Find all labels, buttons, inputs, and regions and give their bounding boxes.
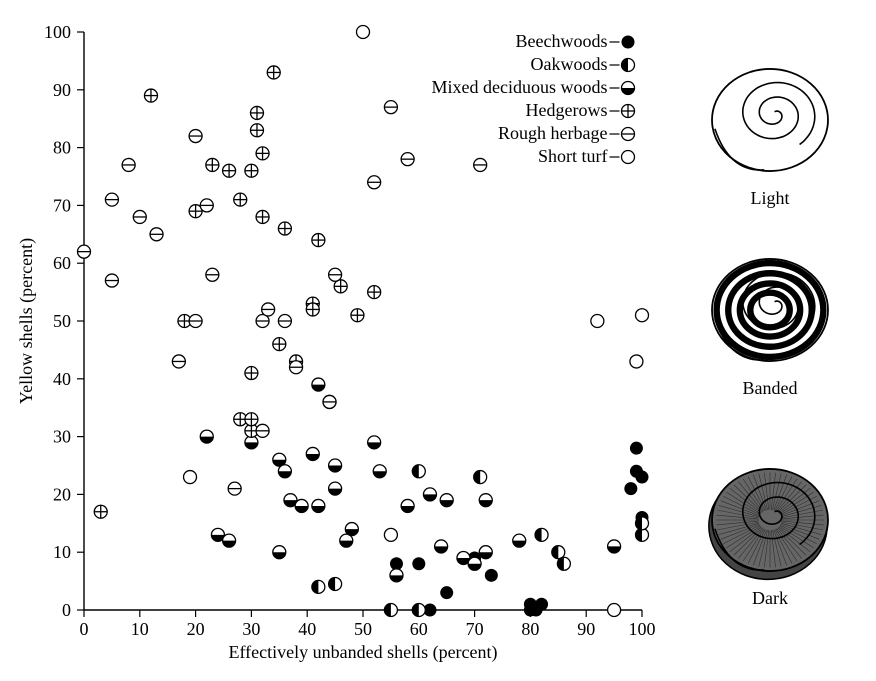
x-tick-label: 100 <box>629 619 656 639</box>
snail-label: Banded <box>743 378 798 398</box>
legend-item-beechwoods: Beechwoods <box>516 31 635 51</box>
x-tick-label: 60 <box>410 619 428 639</box>
legend-item-mixed: Mixed deciduous woods <box>432 77 635 97</box>
y-tick-label: 10 <box>53 542 71 562</box>
x-tick-label: 70 <box>466 619 484 639</box>
series-beechwoods <box>390 442 649 617</box>
snail-label: Dark <box>752 588 788 608</box>
legend: Beechwoods Oakwoods Mixed deciduous woods H… <box>432 31 635 166</box>
x-tick-label: 0 <box>80 619 89 639</box>
snail-light: Light <box>712 69 828 208</box>
x-tick-label: 20 <box>187 619 205 639</box>
x-tick-label: 40 <box>298 619 316 639</box>
series-rough <box>78 101 487 495</box>
legend-label: Hedgerows <box>526 100 608 120</box>
snail-dark: Dark <box>709 469 828 608</box>
snail-banded: Banded <box>712 259 828 398</box>
y-tick-label: 80 <box>53 138 71 158</box>
y-tick-label: 50 <box>53 311 71 331</box>
x-tick-label: 80 <box>521 619 539 639</box>
y-tick-label: 30 <box>53 427 71 447</box>
x-tick-label: 90 <box>577 619 595 639</box>
x-tick-label: 30 <box>242 619 260 639</box>
y-tick-label: 40 <box>53 369 71 389</box>
legend-label: Oakwoods <box>531 54 608 74</box>
scatter-figure: 0 10 20 30 40 50 60 70 80 90 100 0 10 20 30 40 50 60 70 80 9… <box>0 0 876 681</box>
legend-label: Beechwoods <box>516 31 608 51</box>
y-tick-label: 20 <box>53 484 71 504</box>
snail-label: Light <box>751 188 790 208</box>
snail-illustrations: Light Banded Dark <box>709 69 828 608</box>
x-axis-label: Effectively unbanded shells (percent) <box>228 642 497 663</box>
y-axis-label: Yellow shells (percent) <box>16 238 37 404</box>
legend-label: Short turf <box>538 146 608 166</box>
x-tick-label: 50 <box>354 619 372 639</box>
legend-item-hedgerows: Hedgerows <box>526 100 635 120</box>
y-tick-label: 0 <box>62 600 71 620</box>
y-tick-label: 100 <box>44 22 71 42</box>
x-tick-label: 10 <box>131 619 149 639</box>
legend-item-rough: Rough herbage <box>498 123 634 143</box>
legend-label: Mixed deciduous woods <box>432 77 608 97</box>
legend-item-turf: Short turf <box>538 146 635 166</box>
y-tick-label: 70 <box>53 195 71 215</box>
series-oakwoods <box>312 465 649 617</box>
legend-item-oakwoods: Oakwoods <box>531 54 635 74</box>
series-hedgerows <box>94 66 380 518</box>
y-tick-label: 90 <box>53 80 71 100</box>
y-tick-label: 60 <box>53 253 71 273</box>
legend-label: Rough herbage <box>498 123 607 143</box>
